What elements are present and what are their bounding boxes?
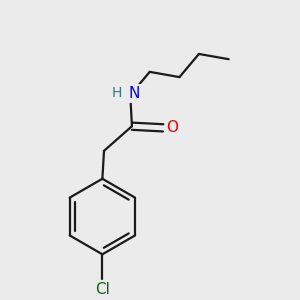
- Text: O: O: [166, 120, 178, 135]
- Text: N: N: [128, 86, 140, 101]
- Text: Cl: Cl: [95, 282, 110, 297]
- Text: H: H: [112, 86, 122, 100]
